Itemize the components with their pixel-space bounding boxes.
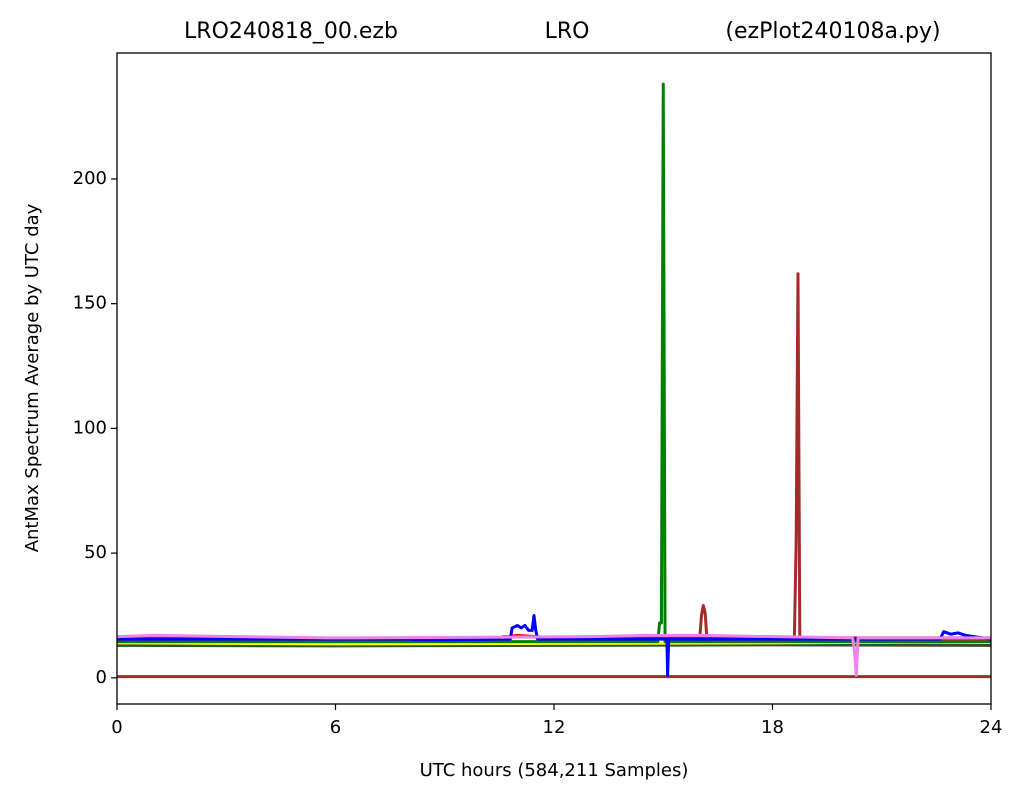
title-left: LRO240818_00.ezb [184,19,398,44]
x-axis-label: UTC hours (584,211 Samples) [420,760,689,781]
x-tick-label: 24 [980,717,1003,738]
series-line [117,633,991,677]
x-tick-label: 18 [761,717,784,738]
series-line [117,613,991,677]
x-tick-label: 12 [543,717,566,738]
y-tick-label: 150 [73,293,107,314]
y-axis-label: AntMax Spectrum Average by UTC day [22,203,43,552]
series-line [117,82,991,644]
y-tick-label: 100 [73,417,107,438]
title-right: (ezPlot240108a.py) [725,19,940,44]
series-line [117,643,991,648]
x-tick-label: 6 [330,717,341,738]
x-tick-label: 0 [111,717,122,738]
y-tick-label: 50 [84,542,107,563]
y-tick-label: 0 [96,667,107,688]
y-tick-label: 200 [73,168,107,189]
plot-area [117,82,991,679]
title-center: LRO [545,19,590,44]
